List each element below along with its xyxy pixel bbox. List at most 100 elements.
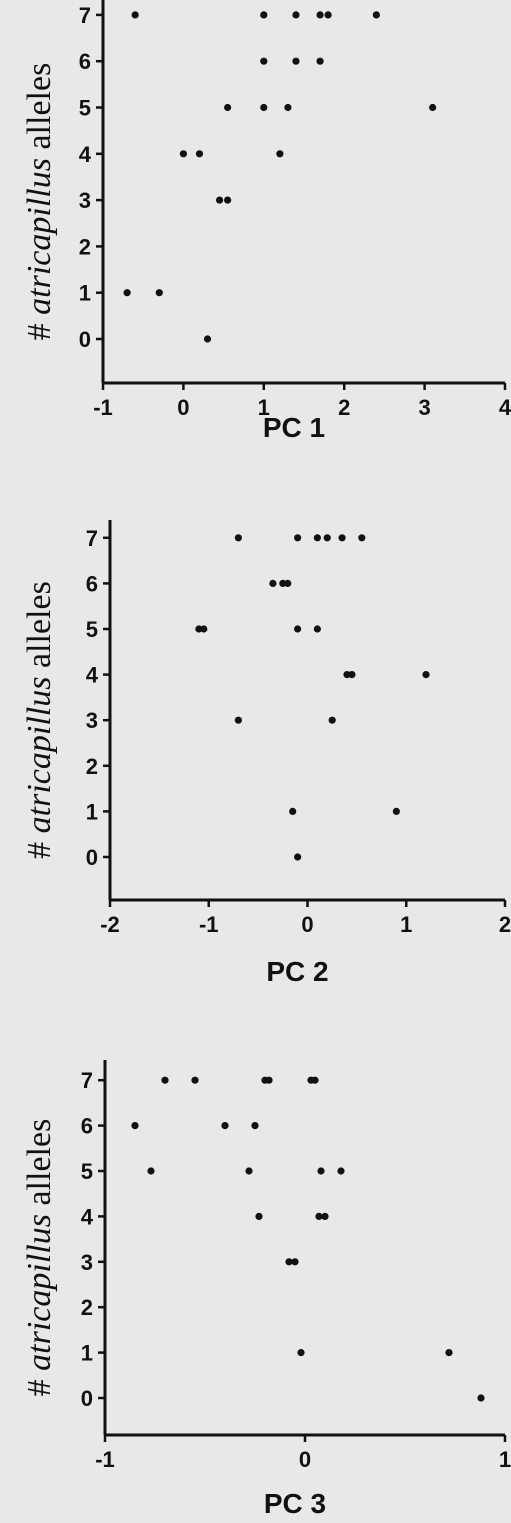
data-point	[131, 11, 139, 19]
data-point	[269, 579, 277, 588]
data-point	[161, 1076, 169, 1084]
data-point	[245, 1167, 253, 1175]
data-point	[203, 335, 212, 343]
data-point	[195, 625, 203, 633]
y-axis-title: # atricapillus alleles	[21, 1119, 58, 1397]
y-tick-label: 5	[86, 617, 98, 642]
data-point	[316, 11, 324, 19]
y-axis-title: # atricapillus alleles	[21, 63, 58, 341]
chart-panel-3: 0 1 2 3 4 5 6 7 -1 0 1 PC 3 # atricapillus alleles	[21, 1060, 511, 1519]
data-point	[343, 671, 351, 679]
data-point	[445, 1349, 453, 1357]
data-point	[422, 671, 430, 679]
y-tick-label: 3	[81, 1250, 93, 1275]
data-point	[294, 534, 302, 542]
data-point	[315, 1212, 323, 1220]
y-tick-label: 2	[81, 1295, 93, 1320]
x-axis-title: PC 1	[263, 412, 325, 443]
data-point	[372, 11, 380, 19]
data-point	[260, 57, 268, 65]
y-axis-title-part: atricapillus	[21, 1214, 58, 1371]
data-point	[276, 150, 284, 158]
data-point	[155, 289, 163, 297]
data-point	[224, 196, 232, 204]
y-tick-label: 5	[81, 1159, 93, 1184]
y-axis-title-part: #	[21, 315, 58, 341]
data-point	[477, 1394, 485, 1402]
data-point	[316, 57, 324, 65]
data-point	[297, 1349, 305, 1357]
x-tick-label: 1	[499, 1447, 511, 1472]
y-tick-label: 4	[79, 142, 92, 167]
y-tick-label: 0	[86, 845, 98, 870]
data-point	[291, 1258, 299, 1266]
data-point	[147, 1167, 155, 1175]
y-axis-title-part: #	[21, 1371, 58, 1397]
data-point	[392, 807, 400, 816]
data-point	[255, 1212, 263, 1220]
y-axis-title-part: alleles	[21, 1119, 58, 1214]
data-point	[285, 1258, 293, 1266]
data-point	[429, 103, 437, 112]
x-tick-label: -1	[93, 395, 113, 420]
data-point	[279, 579, 287, 588]
y-tick-label: 7	[79, 3, 91, 28]
data-point	[313, 625, 321, 633]
data-point	[284, 579, 292, 588]
data-point	[358, 534, 366, 542]
data-point	[179, 150, 187, 158]
data-point	[221, 1122, 229, 1130]
y-tick-label: 0	[79, 327, 91, 352]
data-point	[338, 534, 346, 542]
y-axis-title-part: alleles	[21, 63, 58, 158]
data-point	[251, 1122, 259, 1130]
y-tick-label: 7	[81, 1068, 93, 1093]
data-point	[284, 103, 292, 112]
data-point	[224, 103, 232, 112]
data-point	[292, 11, 300, 19]
data-point	[289, 807, 297, 816]
y-tick-label: 0	[81, 1386, 93, 1411]
data-point	[131, 1122, 139, 1130]
x-tick-label: 2	[499, 912, 511, 937]
x-axis-title: PC 3	[264, 1488, 326, 1519]
data-point	[260, 11, 268, 19]
y-tick-label: 1	[81, 1341, 93, 1366]
y-axis-title: # atricapillus alleles	[21, 581, 58, 859]
data-point	[215, 196, 224, 204]
x-axis-title: PC 2	[266, 956, 328, 987]
y-tick-label: 1	[79, 281, 91, 306]
y-tick-label: 1	[86, 799, 98, 824]
y-tick-label: 6	[79, 49, 91, 74]
data-point	[311, 1076, 319, 1084]
x-tick-label: 1	[258, 395, 270, 420]
y-tick-label: 6	[86, 571, 98, 596]
data-point	[294, 625, 302, 633]
y-tick-label: 5	[79, 96, 91, 121]
data-point	[292, 57, 300, 65]
x-tick-label: 3	[418, 395, 430, 420]
x-tick-label: -1	[199, 912, 219, 937]
y-tick-label: 3	[79, 188, 91, 213]
chart-panel-2: 0 1 2 3 4 5 6 7 -2 -1 0 1 2 PC 2 # atricapillus allele…	[21, 520, 511, 987]
data-point	[313, 534, 321, 542]
y-tick-label: 6	[81, 1114, 93, 1139]
x-tick-label: 4	[499, 395, 511, 420]
data-point	[200, 625, 208, 633]
y-tick-label: 4	[81, 1204, 94, 1229]
data-point	[260, 103, 268, 112]
y-axis-title-part: atricapillus	[21, 677, 58, 834]
y-axis-title-part: atricapillus	[21, 158, 58, 315]
data-point	[191, 1076, 199, 1084]
x-tick-label: 1	[400, 912, 412, 937]
data-point	[265, 1076, 273, 1084]
data-point	[328, 716, 336, 724]
y-axis-title-part: alleles	[21, 581, 58, 676]
x-tick-label: -2	[100, 912, 120, 937]
data-point	[234, 716, 242, 724]
y-axis-title-part: #	[21, 833, 58, 859]
x-tick-label: 0	[177, 395, 189, 420]
data-point	[337, 1167, 345, 1175]
data-point	[317, 1167, 325, 1175]
